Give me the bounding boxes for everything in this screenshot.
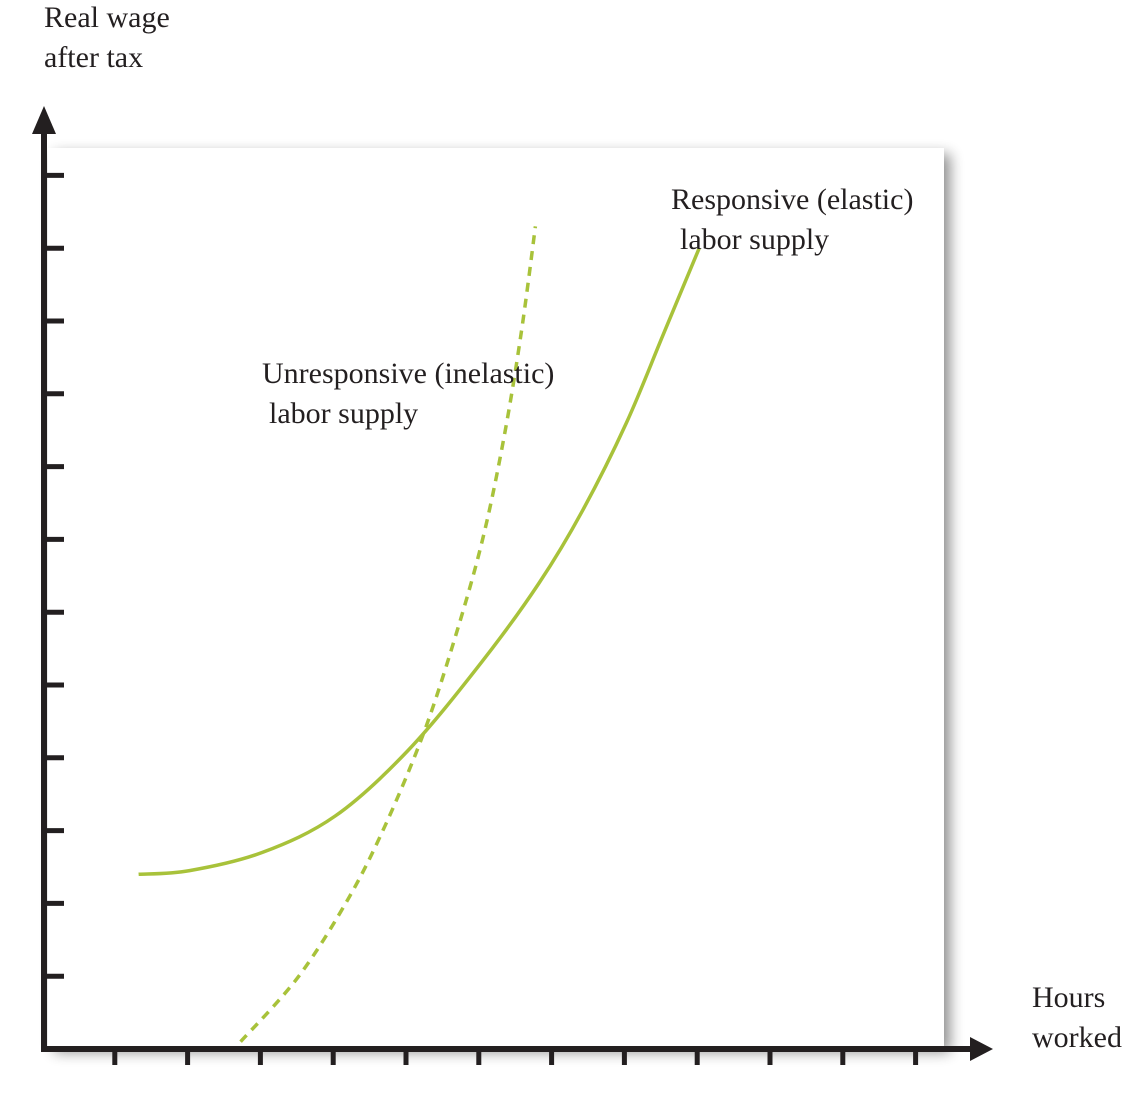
x-axis-title: Hours worked — [1032, 978, 1122, 1058]
elastic-curve-label: Responsive (elastic) labor supply — [671, 180, 913, 260]
x-axis-title-line-2: worked — [1032, 1021, 1122, 1054]
elastic-supply-curve — [138, 247, 701, 877]
inelastic-curve-label-line-1: Unresponsive (inelastic) — [262, 357, 555, 390]
elastic-curve-label-line-1: Responsive (elastic) — [671, 183, 914, 216]
curves-layer — [138, 226, 701, 1043]
y-axis-title-line-1: Real wage — [44, 1, 170, 34]
inelastic-supply-curve — [239, 226, 538, 1043]
y-axis-arrow — [32, 106, 56, 134]
inelastic-curve-label: Unresponsive (inelastic) labor supply — [262, 354, 554, 434]
x-axis-title-line-1: Hours — [1032, 981, 1106, 1014]
x-axis-arrow — [970, 1037, 993, 1061]
y-axis-title-line-2: after tax — [44, 41, 144, 74]
y-axis-title: Real wage after tax — [44, 0, 170, 78]
plot-background — [48, 148, 944, 1046]
axes-layer — [32, 106, 993, 1065]
elastic-curve-label-line-2: labor supply — [680, 223, 830, 256]
inelastic-curve-label-line-2: labor supply — [269, 397, 419, 430]
